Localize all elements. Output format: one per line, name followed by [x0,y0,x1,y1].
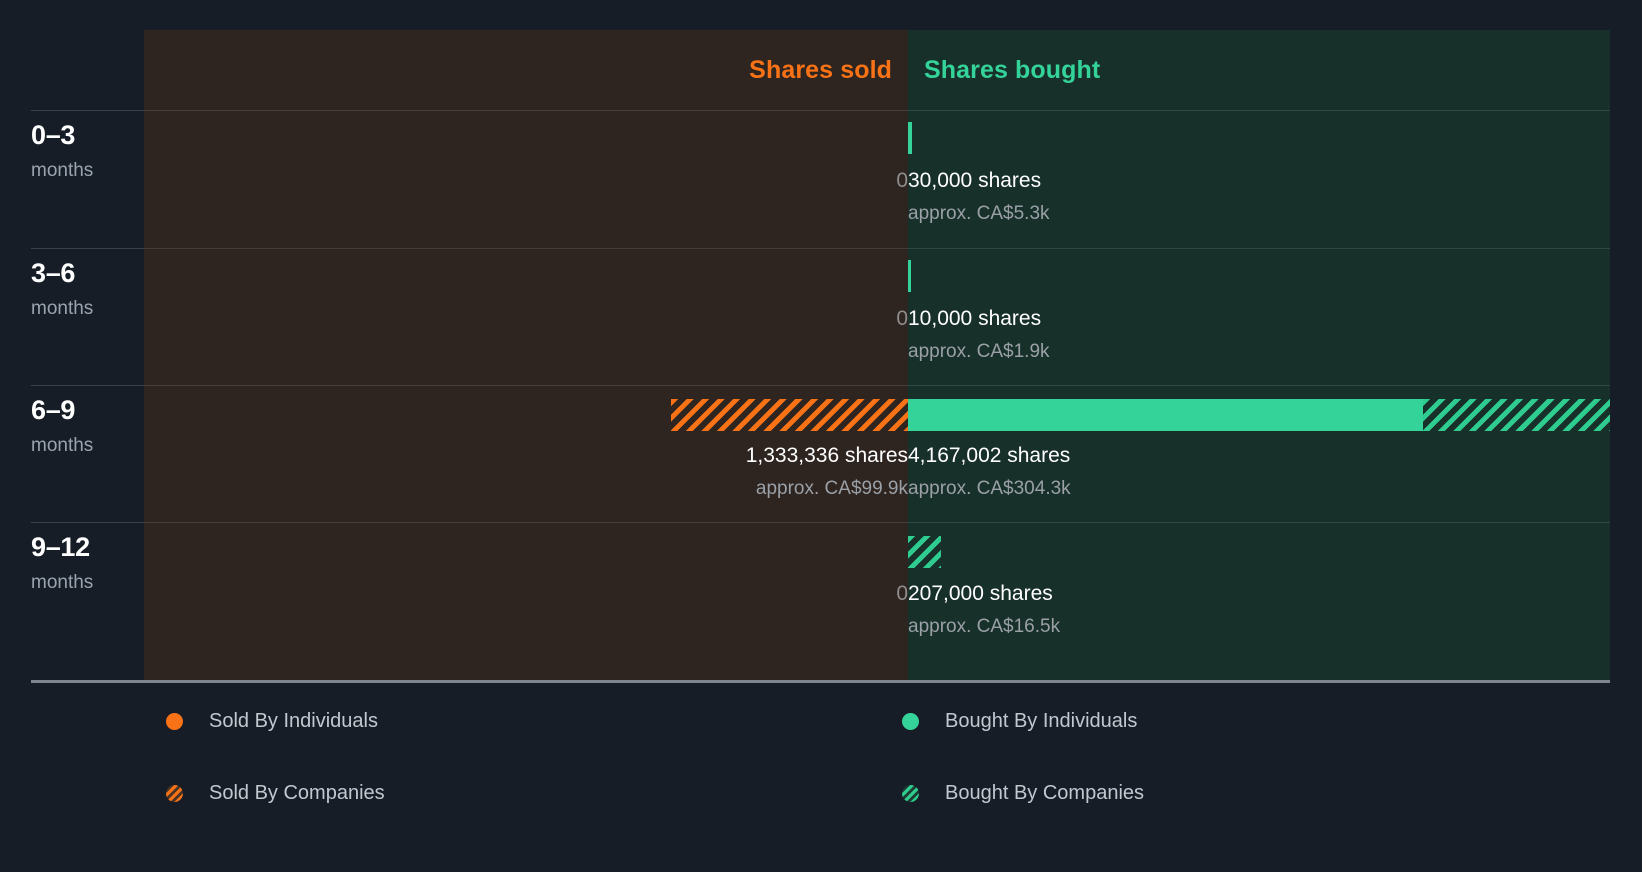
row-separator [31,110,144,111]
row-range: 0–3 [31,120,76,150]
sold-shares-value: 0 [896,582,908,605]
row-separator [908,110,1610,111]
values-bought-9-12: 207,000 shares approx. CA$16.5k [908,583,1610,636]
chart-legend: Sold By Individuals Bought By Individual… [0,690,1642,872]
bar-segment-bought-individuals [908,122,912,154]
bought-approx-value: approx. CA$304.3k [908,478,1071,499]
row-label-6-9: 6–9 months [31,395,136,456]
bar-bought-6-9[interactable] [908,399,1610,431]
row-range: 3–6 [31,258,76,288]
bar-bought-3-6[interactable] [908,260,1610,292]
row-unit: months [31,435,94,456]
column-header-sold: Shares sold [144,30,908,110]
bought-shares-value: 4,167,002 shares [908,444,1071,467]
bar-segment-bought-companies [908,536,941,568]
sold-column-label: Shares sold [749,55,892,84]
row-separator [144,385,908,386]
values-sold-9-12: 0 [144,583,908,604]
row-label-3-6: 3–6 months [31,258,136,319]
row-label-9-12: 9–12 months [31,532,136,593]
legend-item-bought-individuals[interactable]: Bought By Individuals [902,710,1137,733]
bar-sold-3-6[interactable] [144,260,908,292]
bar-sold-9-12[interactable] [144,536,908,568]
legend-swatch-bought-companies-icon [902,785,919,802]
bought-column-label: Shares bought [924,55,1101,84]
sold-shares-value: 1,333,336 shares [745,444,908,467]
bought-shares-value: 207,000 shares [908,582,1053,605]
bought-approx-value: approx. CA$5.3k [908,203,1050,224]
row-label-0-3: 0–3 months [31,120,136,181]
values-bought-6-9: 4,167,002 shares approx. CA$304.3k [908,445,1610,498]
axis-line [31,680,1610,683]
bar-segment-bought-individuals [908,399,1423,431]
bought-approx-value: approx. CA$16.5k [908,616,1061,637]
row-separator [908,522,1610,523]
bar-bought-0-3[interactable] [908,122,1610,154]
bar-segment-sold-companies [671,399,908,431]
legend-label: Sold By Companies [209,782,385,804]
bar-bought-9-12[interactable] [908,536,1610,568]
legend-item-sold-companies[interactable]: Sold By Companies [166,782,385,805]
bought-shares-value: 30,000 shares [908,169,1042,192]
legend-label: Sold By Individuals [209,710,378,732]
values-sold-0-3: 0 [144,170,908,191]
bar-sold-0-3[interactable] [144,122,908,154]
row-range: 6–9 [31,395,76,425]
row-separator [144,248,908,249]
row-unit: months [31,160,94,181]
row-unit: months [31,298,94,319]
sold-shares-value: 0 [896,169,908,192]
row-separator [908,248,1610,249]
row-separator [144,110,908,111]
row-separator [31,248,144,249]
row-separator [31,385,144,386]
column-header-bought: Shares bought [908,30,1610,110]
row-unit: months [31,572,94,593]
values-bought-0-3: 30,000 shares approx. CA$5.3k [908,170,1610,223]
values-sold-3-6: 0 [144,308,908,329]
bought-shares-value: 10,000 shares [908,307,1042,330]
legend-label: Bought By Individuals [945,710,1138,732]
row-separator [908,385,1610,386]
legend-label: Bought By Companies [945,782,1145,804]
legend-item-bought-companies[interactable]: Bought By Companies [902,782,1144,805]
row-range: 9–12 [31,532,90,562]
row-separator [31,522,144,523]
bar-segment-bought-companies [1423,399,1610,431]
bar-sold-6-9[interactable] [144,399,908,431]
legend-item-sold-individuals[interactable]: Sold By Individuals [166,710,378,733]
row-separator [144,522,908,523]
legend-swatch-sold-companies-icon [166,785,183,802]
sold-shares-value: 0 [896,307,908,330]
bought-approx-value: approx. CA$1.9k [908,341,1050,362]
legend-swatch-bought-individuals-icon [902,713,919,730]
values-sold-6-9: 1,333,336 shares approx. CA$99.9k [144,445,908,498]
bought-column-panel [908,30,1610,680]
legend-swatch-sold-individuals-icon [166,713,183,730]
sold-column-panel [144,30,908,680]
sold-approx-value: approx. CA$99.9k [755,478,908,499]
bar-segment-bought-individuals [908,260,911,292]
values-bought-3-6: 10,000 shares approx. CA$1.9k [908,308,1610,361]
